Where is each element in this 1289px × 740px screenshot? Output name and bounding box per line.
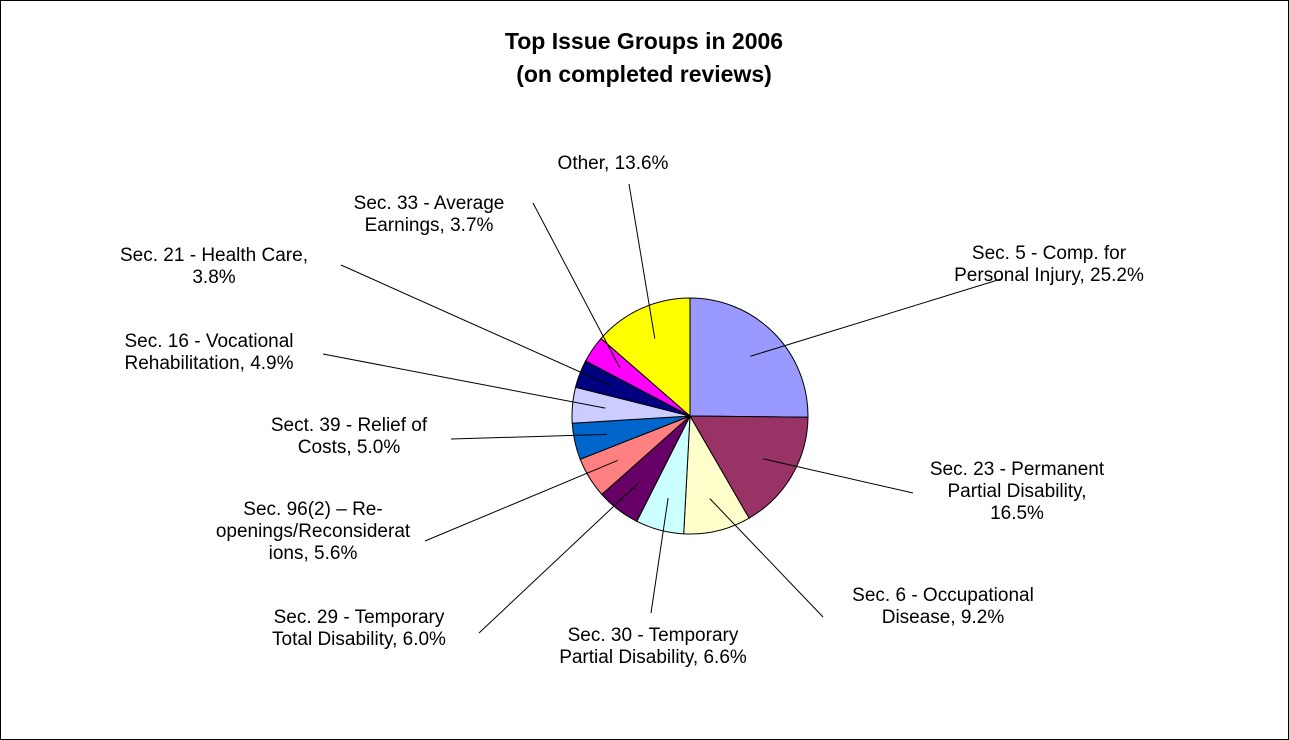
leader-line (340, 264, 611, 387)
slice-label-line: Sec. 5 - Comp. for (972, 243, 1127, 264)
slice-label-line: Sec. 33 - Average (354, 193, 505, 214)
pie-slice (689, 415, 809, 519)
leader-line (478, 482, 639, 634)
slice-label-line: Personal Injury, 25.2% (954, 265, 1144, 286)
slice-label: Sec. 29 - Temporary Total Disability, 6.0… (272, 607, 446, 650)
slice-label: Other, 13.6% (558, 153, 669, 174)
leader-line (650, 498, 669, 614)
leader-line (750, 278, 1002, 357)
slice-label: Sec. 30 - Temporary Partial Disability, 6… (559, 625, 747, 668)
slice-label-line: ions, 5.6% (269, 543, 358, 564)
slice-label: Sec. 33 - Average Earnings, 3.7% (354, 193, 505, 236)
slice-label-line: Sec. 30 - Temporary (568, 625, 739, 646)
slice-label: Sec. 21 - Health Care, 3.8% (120, 245, 308, 288)
slice-label-line: Total Disability, 6.0% (272, 629, 446, 650)
slice-label-line: Other, 13.6% (558, 153, 669, 174)
slice-label: Sect. 39 - Relief of Costs, 5.0% (271, 415, 428, 458)
slice-label-line: 16.5% (990, 503, 1044, 524)
chart-title: Top Issue Groups in 2006 (on completed re… (505, 28, 783, 87)
slice-label-line: Sec. 96(2) – Re- (243, 499, 382, 520)
slice-label-line: Sect. 39 - Relief of (271, 415, 428, 436)
pie-slice (600, 297, 691, 418)
slice-label: Sec. 16 - Vocational Rehabilitation, 4.9% (125, 331, 294, 374)
slice-label-line: openings/Reconsiderat (216, 521, 411, 542)
slice-label-line: Sec. 16 - Vocational (125, 331, 294, 352)
leader-lines (322, 183, 1002, 634)
leader-line (424, 460, 618, 542)
slice-label-line: Earnings, 3.7% (365, 215, 494, 236)
slice-label-line: 3.8% (192, 267, 235, 288)
leader-line (628, 183, 656, 339)
chart-title-line: (on completed reviews) (516, 61, 772, 87)
slice-labels: Sec. 5 - Comp. for Personal Injury, 25.2%… (120, 153, 1144, 668)
slice-label-line: Sec. 29 - Temporary (274, 607, 445, 628)
slice-label: Sec. 5 - Comp. for Personal Injury, 25.2% (954, 243, 1144, 286)
slice-label-line: Sec. 6 - Occupational (852, 585, 1034, 606)
leader-line (322, 353, 606, 409)
slice-label: Sec. 96(2) – Re-openings/Reconsiderat ion… (216, 499, 411, 564)
leader-line (450, 433, 608, 440)
slice-label-line: Rehabilitation, 4.9% (125, 353, 294, 374)
slice-label-line: Sec. 23 - Permanent (930, 459, 1105, 480)
slice-label-line: Costs, 5.0% (298, 437, 401, 458)
leader-line (532, 202, 621, 369)
slice-label: Sec. 23 - Permanent Partial Disability, 16… (930, 459, 1105, 524)
slice-label-line: Disease, 9.2% (882, 607, 1005, 628)
leader-line (709, 498, 824, 618)
slice-label-line: Partial Disability, (947, 481, 1086, 502)
slice-label-line: Partial Disability, 6.6% (559, 647, 747, 668)
slice-label-line: Sec. 21 - Health Care, (120, 245, 308, 266)
chart-title-line: Top Issue Groups in 2006 (505, 28, 783, 54)
slice-label: Sec. 6 - Occupational Disease, 9.2% (852, 585, 1034, 628)
pie-slice (689, 297, 809, 418)
pie-slices (571, 297, 809, 535)
leader-line (763, 458, 914, 494)
